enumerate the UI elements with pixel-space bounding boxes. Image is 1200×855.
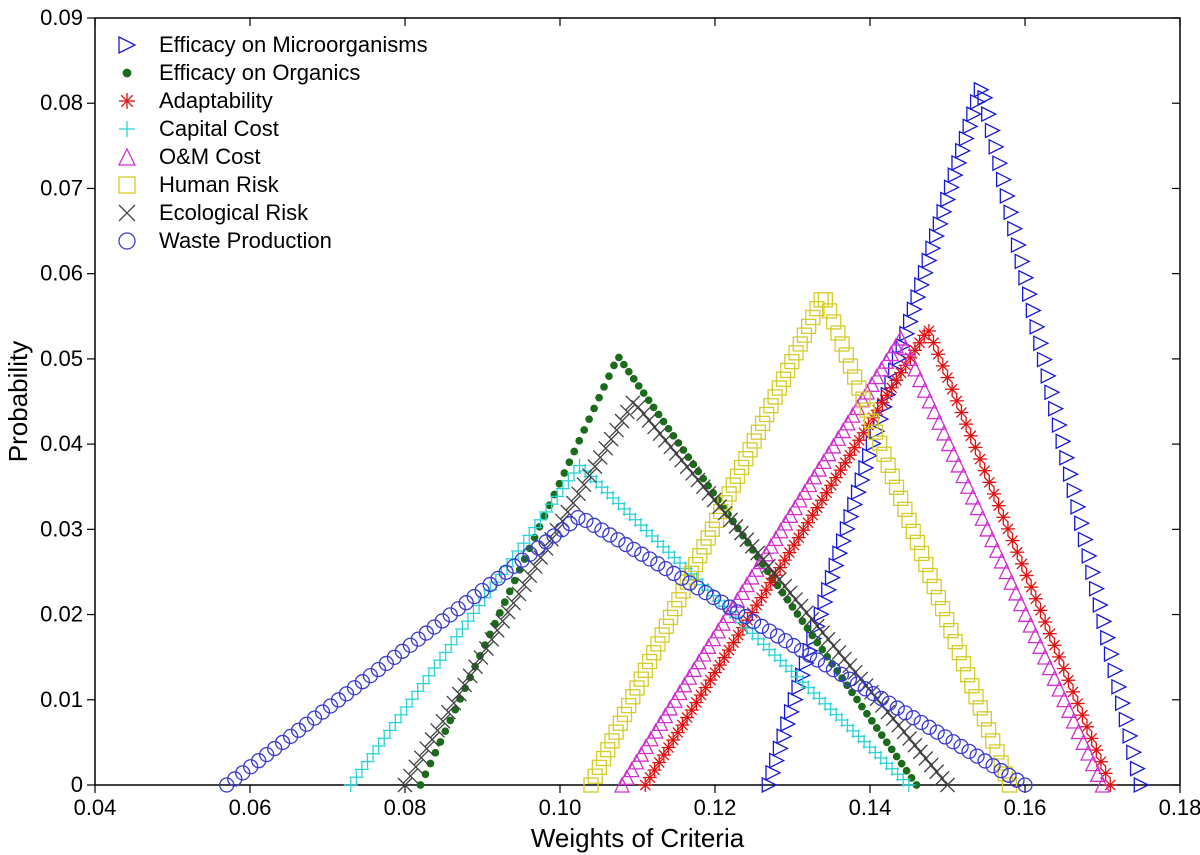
y-tick-label: 0.08: [40, 90, 83, 115]
legend-label-eff_org: Efficacy on Organics: [159, 60, 360, 85]
y-tick-label: 0.05: [40, 346, 83, 371]
x-tick-label: 0.18: [1159, 795, 1200, 820]
x-tick-label: 0.08: [384, 795, 427, 820]
y-tick-label: 0.07: [40, 175, 83, 200]
y-tick-label: 0.02: [40, 602, 83, 627]
chart-container: 0.04 0.06 0.08 0.10 0.12 0.14 0.16 0.18 0 0.01 0.0…: [0, 0, 1200, 855]
x-tick-label: 0.14: [849, 795, 892, 820]
x-tick-label: 0.06: [229, 795, 272, 820]
series-eff_micro: [762, 83, 1148, 792]
x-tick-label: 0.04: [74, 795, 117, 820]
legend-label-capcost: Capital Cost: [159, 116, 279, 141]
legend-label-adapt: Adaptability: [159, 88, 273, 113]
legend-label-eff_micro: Efficacy on Microorganisms: [159, 32, 428, 57]
series-eff_org: [417, 354, 921, 789]
y-tick-label: 0.01: [40, 687, 83, 712]
x-tick-label: 0.16: [1004, 795, 1047, 820]
y-tick-label: 0.04: [40, 431, 83, 456]
x-axis-label: Weights of Criteria: [531, 823, 745, 853]
chart-svg: 0.04 0.06 0.08 0.10 0.12 0.14 0.16 0.18 0 0.01 0.0…: [0, 0, 1200, 855]
series-hrisk: [584, 293, 1017, 792]
legend-label-erisk: Ecological Risk: [159, 200, 309, 225]
legend-label-omcost: O&M Cost: [159, 144, 260, 169]
y-tick-label: 0: [71, 772, 83, 797]
legend-label-hrisk: Human Risk: [159, 172, 280, 197]
legend: Efficacy on Microorganisms Efficacy on Or…: [119, 32, 428, 253]
x-tick-label: 0.12: [694, 795, 737, 820]
y-tick-label: 0.06: [40, 261, 83, 286]
series-layer: [220, 83, 1149, 792]
y-axis-label: Probability: [3, 341, 33, 462]
y-tick-label: 0.03: [40, 516, 83, 541]
x-tick-label: 0.10: [539, 795, 582, 820]
legend-label-waste: Waste Production: [159, 228, 332, 253]
y-tick-label: 0.09: [40, 5, 83, 30]
